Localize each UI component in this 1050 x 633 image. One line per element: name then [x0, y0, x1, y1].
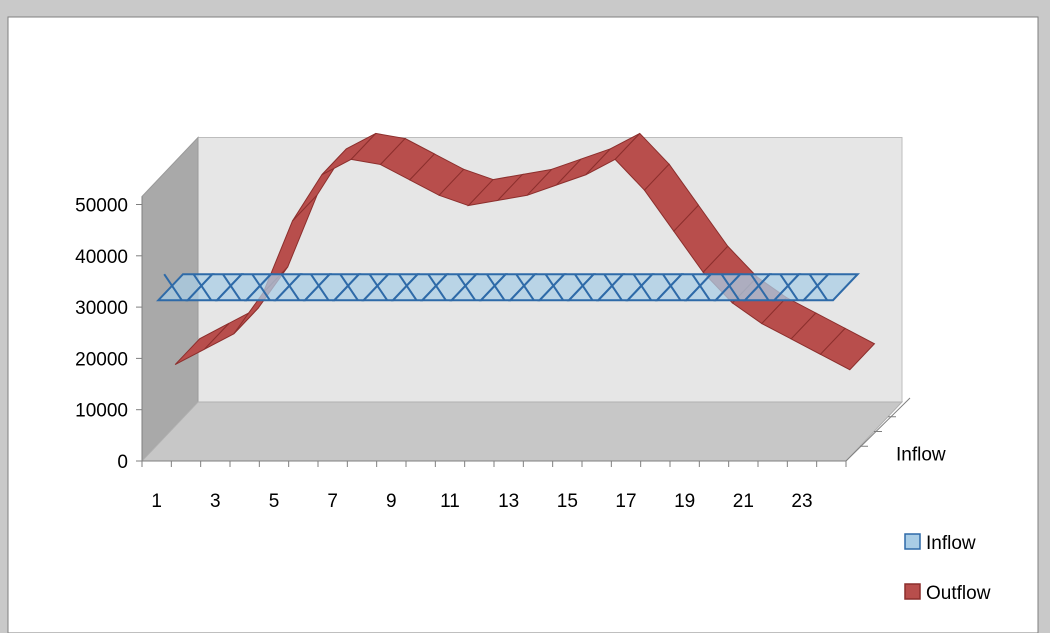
x-tick-label: 13 [498, 491, 519, 512]
inflow-hatch [486, 273, 506, 301]
x-tick-label: 11 [440, 491, 460, 512]
legend-swatch-outflow [904, 583, 921, 600]
depth-axis-line [845, 397, 911, 462]
x-tick-label: 15 [557, 491, 578, 512]
inflow-hatch [662, 273, 682, 301]
inflow-segment [801, 273, 860, 302]
x-axis: 1 3 5 7 9 11 13 15 17 19 21 23 [141, 460, 847, 512]
inflow-hatch [368, 273, 388, 301]
inflow-hatch [280, 273, 300, 301]
inflow-hatch [310, 273, 330, 301]
inflow-hatch [691, 273, 711, 301]
inflow-hatch [750, 273, 770, 301]
x-tick-label: 9 [386, 491, 397, 512]
inflow-hatch [192, 273, 212, 301]
inflow-hatch [808, 273, 828, 301]
inflow-hatch [251, 273, 271, 301]
inflow-hatch [779, 273, 799, 301]
inflow-hatch [427, 273, 447, 301]
depth-axis-label: Inflow [896, 445, 946, 466]
y-axis: 0 10000 20000 30000 40000 50000 [75, 196, 143, 473]
x-tick-label: 5 [269, 491, 280, 512]
legend-swatch-inflow [904, 533, 921, 550]
inflow-hatch [222, 273, 242, 301]
y-tick-label: 20000 [75, 349, 128, 370]
x-tick-label: 23 [791, 491, 812, 512]
legend-label-outflow: Outflow [926, 583, 991, 604]
inflow-hatch [163, 273, 183, 301]
y-tick-label: 10000 [75, 401, 128, 422]
x-tick-label: 7 [327, 491, 338, 512]
y-tick-label: 50000 [75, 196, 128, 217]
y-tick-label: 0 [117, 452, 128, 473]
y-tick-label: 40000 [75, 247, 128, 268]
inflow-hatch [544, 273, 564, 301]
outflow-segment [819, 327, 876, 371]
x-tick-label: 21 [733, 491, 754, 512]
inflow-hatch [720, 273, 740, 301]
series-inflow [156, 273, 860, 302]
x-tick-label: 3 [210, 491, 221, 512]
legend-label-inflow: Inflow [926, 533, 976, 554]
inflow-hatch [574, 273, 594, 301]
x-tick-label: 19 [674, 491, 695, 512]
depth-axis: Inflow [845, 397, 946, 466]
y-tick-label: 30000 [75, 298, 128, 319]
inflow-hatch [515, 273, 535, 301]
inflow-hatch [398, 273, 418, 301]
x-tick-label: 17 [615, 491, 636, 512]
inflow-hatch [603, 273, 623, 301]
inflow-hatch [632, 273, 652, 301]
floor [140, 401, 904, 462]
inflow-hatch [456, 273, 476, 301]
plot-walls [140, 136, 904, 463]
x-tick-label: 1 [151, 491, 162, 512]
inflow-hatch [339, 273, 359, 301]
legend: Inflow Outflow [904, 533, 991, 604]
